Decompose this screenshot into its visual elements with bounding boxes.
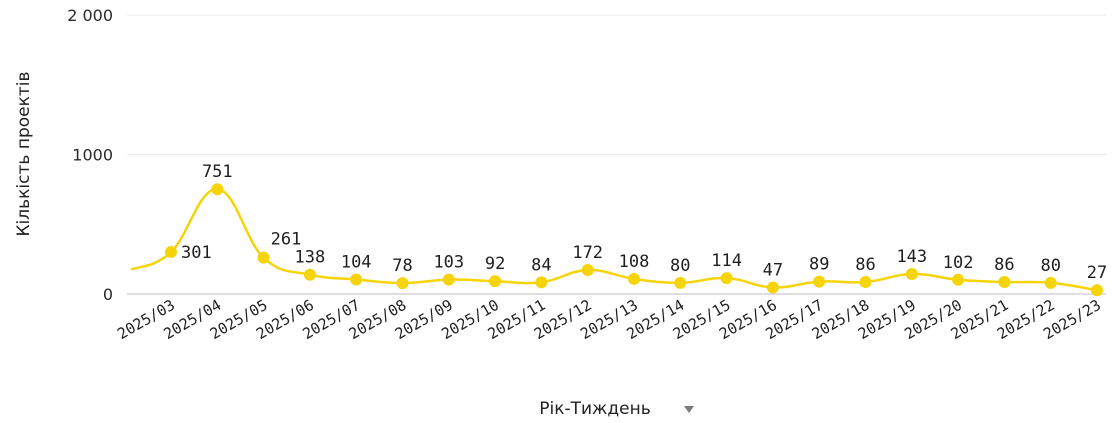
y-axis-title: Кількість проектів	[14, 71, 34, 236]
data-label: 86	[855, 255, 875, 275]
data-points	[165, 183, 1103, 297]
data-point[interactable]	[720, 272, 733, 285]
y-axis-ticks: 0 1000 2 000	[67, 6, 113, 304]
data-label: 103	[433, 253, 464, 273]
data-label: 86	[994, 255, 1014, 275]
data-point[interactable]	[1091, 284, 1103, 297]
data-label: 92	[485, 254, 505, 274]
data-label: 78	[392, 256, 412, 276]
data-label: 80	[670, 256, 690, 276]
data-label: 104	[341, 252, 372, 272]
data-label: 89	[809, 255, 829, 275]
data-point[interactable]	[165, 246, 177, 259]
data-point[interactable]	[998, 276, 1011, 289]
data-point[interactable]	[628, 272, 640, 285]
data-point[interactable]	[211, 183, 224, 196]
y-tick-label: 2 000	[67, 6, 113, 25]
grid-lines	[127, 14, 1106, 155]
data-point[interactable]	[257, 251, 270, 264]
data-label: 84	[531, 255, 551, 275]
data-point[interactable]	[535, 276, 548, 289]
data-point[interactable]	[489, 275, 502, 288]
x-axis-title[interactable]: Рік-Тиждень	[539, 399, 650, 419]
data-point[interactable]	[905, 268, 918, 281]
data-label: 172	[572, 243, 603, 263]
data-point[interactable]	[674, 276, 687, 289]
data-label: 108	[619, 252, 650, 272]
data-point[interactable]	[859, 276, 872, 289]
x-axis-ticks: 2025/032025/042025/052025/062025/072025/…	[114, 296, 1104, 343]
data-label: 47	[763, 260, 783, 280]
y-tick-label: 1000	[72, 146, 113, 165]
data-label: 138	[295, 248, 326, 268]
sort-down-triangle-icon[interactable]	[684, 406, 694, 413]
data-point[interactable]	[952, 273, 965, 286]
y-tick-label: 0	[103, 285, 113, 304]
data-label: 114	[711, 251, 742, 271]
data-label: 27	[1087, 263, 1107, 283]
data-label: 143	[896, 247, 927, 267]
data-point[interactable]	[766, 281, 779, 294]
data-label: 301	[181, 243, 212, 263]
data-point[interactable]	[1044, 276, 1057, 289]
data-point[interactable]	[396, 277, 409, 290]
data-point[interactable]	[581, 264, 594, 277]
data-label: 751	[202, 162, 233, 182]
data-point[interactable]	[303, 268, 316, 281]
data-point[interactable]	[813, 275, 826, 288]
data-point[interactable]	[442, 273, 455, 286]
data-label: 80	[1040, 256, 1060, 276]
data-point[interactable]	[350, 273, 363, 286]
data-label: 102	[943, 253, 974, 273]
data-label: 261	[271, 230, 302, 250]
